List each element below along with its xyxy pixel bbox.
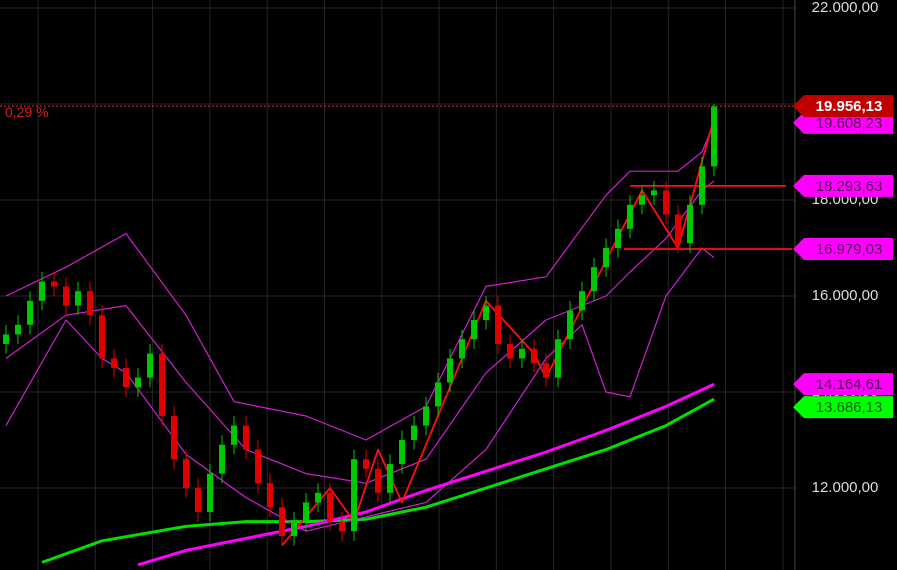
price-tag-label: 19.608,23 bbox=[816, 115, 883, 132]
candle-body bbox=[159, 353, 165, 417]
candle-body bbox=[531, 348, 537, 364]
candle-body bbox=[327, 492, 333, 522]
candle-body bbox=[51, 281, 57, 287]
candle-body bbox=[15, 324, 21, 335]
overlays: 0,29 % bbox=[0, 104, 795, 567]
candle-body bbox=[399, 440, 405, 465]
candle-body bbox=[675, 214, 681, 244]
candle-body bbox=[603, 248, 609, 268]
candle-body bbox=[435, 382, 441, 407]
candle-body bbox=[423, 406, 429, 426]
price-tag bbox=[793, 174, 893, 197]
candle-body bbox=[111, 358, 117, 369]
candle-body bbox=[543, 363, 549, 378]
candle-body bbox=[207, 473, 213, 513]
candle-body bbox=[231, 425, 237, 445]
candle-body bbox=[99, 315, 105, 359]
candle-body bbox=[291, 521, 297, 537]
price-markers: 13.686,13 14.164,61 16.979,03 18.293,63 19.6… bbox=[793, 95, 893, 419]
candle-body bbox=[63, 286, 69, 306]
candle-body bbox=[567, 310, 573, 340]
candle-body bbox=[243, 425, 249, 450]
price-tag-label: 16.979,03 bbox=[816, 241, 883, 258]
candle-body bbox=[171, 416, 177, 460]
candle-body bbox=[147, 353, 153, 378]
price-tag-label: 19.956,13 bbox=[816, 98, 883, 115]
price-tag-label: 13.686,13 bbox=[816, 399, 883, 416]
y-tick-label: 22.000,00 bbox=[812, 0, 879, 16]
price-tag bbox=[793, 373, 893, 396]
candle-body bbox=[195, 488, 201, 513]
candle-body bbox=[447, 358, 453, 383]
candle-body bbox=[339, 521, 345, 532]
candle-body bbox=[267, 483, 273, 508]
overlay-line bbox=[41, 397, 715, 564]
candle-body bbox=[135, 377, 141, 388]
overlay-line bbox=[5, 247, 715, 532]
price-tag-label: 14.164,61 bbox=[816, 376, 883, 393]
candle-body bbox=[483, 305, 489, 321]
candle-body bbox=[75, 291, 81, 306]
candle-body bbox=[639, 195, 645, 205]
candle-body bbox=[255, 449, 261, 484]
candle-body bbox=[687, 204, 693, 244]
candle-body bbox=[627, 204, 633, 229]
price-tag bbox=[793, 238, 893, 261]
candle-body bbox=[711, 106, 717, 167]
candle-body bbox=[183, 459, 189, 489]
axis-panel bbox=[795, 0, 897, 570]
overlay-line bbox=[137, 382, 715, 567]
candle-body bbox=[363, 459, 369, 469]
candle-body bbox=[651, 190, 657, 196]
candle-body bbox=[3, 334, 9, 345]
candle-body bbox=[219, 444, 225, 474]
candle-body bbox=[27, 300, 33, 325]
candle-body bbox=[507, 344, 513, 359]
candle-body bbox=[591, 267, 597, 292]
price-tag-label: 18.293,63 bbox=[816, 178, 883, 195]
change-label: 0,29 % bbox=[5, 104, 49, 120]
candle-body bbox=[615, 228, 621, 249]
price-tag bbox=[793, 95, 893, 118]
price-tag bbox=[793, 111, 893, 134]
candle-body bbox=[519, 348, 525, 359]
candle-body bbox=[495, 305, 501, 345]
y-tick-label: 16.000,00 bbox=[812, 287, 879, 304]
grid bbox=[0, 0, 795, 570]
candle-body bbox=[87, 291, 93, 316]
candle-body bbox=[279, 507, 285, 537]
candle-body bbox=[699, 166, 705, 205]
candle-body bbox=[351, 459, 357, 532]
candle-body bbox=[459, 339, 465, 359]
candle-body bbox=[411, 425, 417, 441]
candle-body bbox=[303, 502, 309, 522]
candle-body bbox=[387, 464, 393, 493]
candle-body bbox=[579, 291, 585, 311]
price-tag bbox=[793, 396, 893, 419]
candle-body bbox=[123, 368, 129, 388]
candle-body bbox=[555, 339, 561, 378]
candle-body bbox=[375, 468, 381, 493]
y-tick-label: 12.000,00 bbox=[812, 479, 879, 496]
candle-body bbox=[315, 492, 321, 503]
candles bbox=[3, 104, 717, 546]
candle-body bbox=[471, 320, 477, 340]
candle-body bbox=[39, 281, 45, 301]
candle-body bbox=[663, 190, 669, 215]
